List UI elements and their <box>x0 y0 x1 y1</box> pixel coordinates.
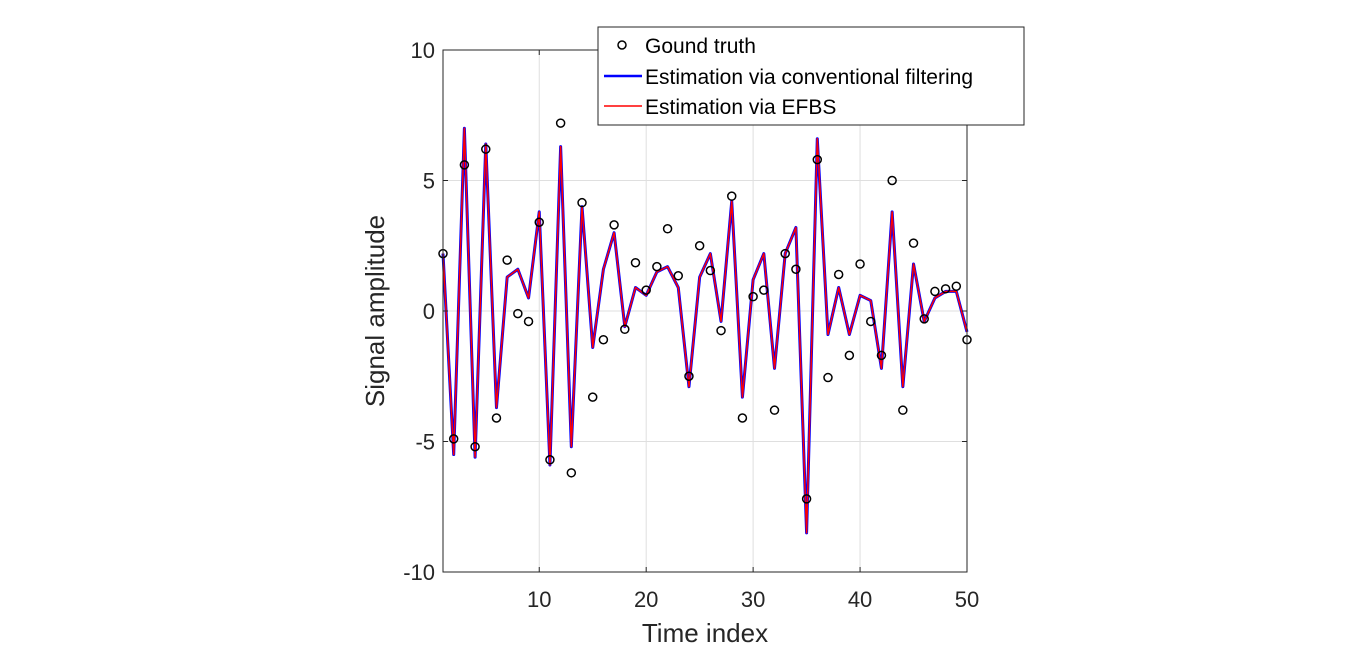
ground-truth-marker <box>951 281 962 291</box>
ground-truth-marker <box>898 405 908 415</box>
ground-truth-marker <box>491 413 502 423</box>
legend-label-conventional: Estimation via conventional filtering <box>645 66 973 89</box>
y-axis-label: Signal amplitude <box>360 215 390 407</box>
ground-truth-marker <box>673 271 684 281</box>
ground-truth-marker <box>630 257 641 268</box>
y-tick-label: 0 <box>423 299 435 324</box>
ground-truth-marker <box>502 255 512 265</box>
ground-truth-marker <box>609 220 619 230</box>
ground-truth-marker <box>844 350 855 361</box>
series-line-2 <box>442 127 968 534</box>
ground-truth-marker <box>919 314 929 324</box>
legend-box <box>597 26 1025 126</box>
ground-truth-marker <box>513 308 523 319</box>
series-layer <box>441 126 969 535</box>
ground-truth-marker <box>545 455 555 465</box>
legend-label-efbs: Estimation via EFBS <box>645 96 836 119</box>
ground-truth-marker <box>566 468 577 478</box>
legend-marker-ground-truth <box>617 40 627 50</box>
ground-truth-marker <box>481 144 491 154</box>
ground-truth-marker <box>587 392 598 402</box>
ground-truth-marker <box>780 248 790 259</box>
ground-truth-marker <box>705 265 716 276</box>
ticks: 10 20 30 40 50 -10 -5 0 5 10 <box>403 38 979 612</box>
ground-truth-marker <box>641 285 651 295</box>
ground-truth-marker <box>448 434 459 444</box>
ground-truth-marker <box>694 241 705 251</box>
ground-truth-marker <box>684 371 694 381</box>
ground-truth-marker <box>555 118 566 128</box>
ground-truth-marker <box>470 441 480 452</box>
legend: Gound truth Estimation via conventional … <box>597 26 1025 126</box>
ground-truth-marker <box>523 316 534 327</box>
ground-truth-marker <box>737 413 748 423</box>
ground-truth-marker <box>823 372 833 383</box>
ground-truth-marker <box>866 316 876 327</box>
ground-truth-marker <box>662 224 673 234</box>
ground-truth-marker <box>801 494 812 504</box>
x-tick-label: 40 <box>848 587 872 612</box>
x-tick-label: 10 <box>527 587 551 612</box>
ground-truth-marker <box>930 286 940 297</box>
marker-layer <box>438 118 972 504</box>
ground-truth-marker <box>908 238 919 248</box>
ground-truth-marker <box>598 334 609 345</box>
ground-truth-marker <box>833 269 844 280</box>
ground-truth-marker <box>459 160 470 170</box>
legend-label-ground-truth: Gound truth <box>645 35 756 58</box>
ground-truth-marker <box>940 284 951 294</box>
y-tick-label: -10 <box>403 560 435 585</box>
ground-truth-marker <box>534 217 544 228</box>
x-tick-label: 20 <box>634 587 658 612</box>
ground-truth-marker <box>726 191 737 201</box>
y-tick-label: -5 <box>415 430 435 455</box>
ground-truth-marker <box>620 324 630 335</box>
ground-truth-marker <box>652 261 662 272</box>
ground-truth-marker <box>887 175 897 186</box>
y-tick-label: 5 <box>423 169 435 194</box>
x-axis-label: Time index <box>642 618 768 648</box>
ground-truth-marker <box>759 285 769 295</box>
ground-truth-marker <box>769 405 780 415</box>
ground-truth-marker <box>855 259 865 269</box>
x-tick-label: 50 <box>955 587 979 612</box>
ground-truth-marker <box>876 350 887 361</box>
ground-truth-marker <box>716 325 726 336</box>
ground-truth-marker <box>812 154 823 165</box>
ground-truth-marker <box>577 197 587 208</box>
ground-truth-marker <box>748 291 758 302</box>
y-tick-label: 10 <box>411 38 435 63</box>
x-tick-label: 30 <box>741 587 765 612</box>
ground-truth-marker <box>791 264 801 274</box>
